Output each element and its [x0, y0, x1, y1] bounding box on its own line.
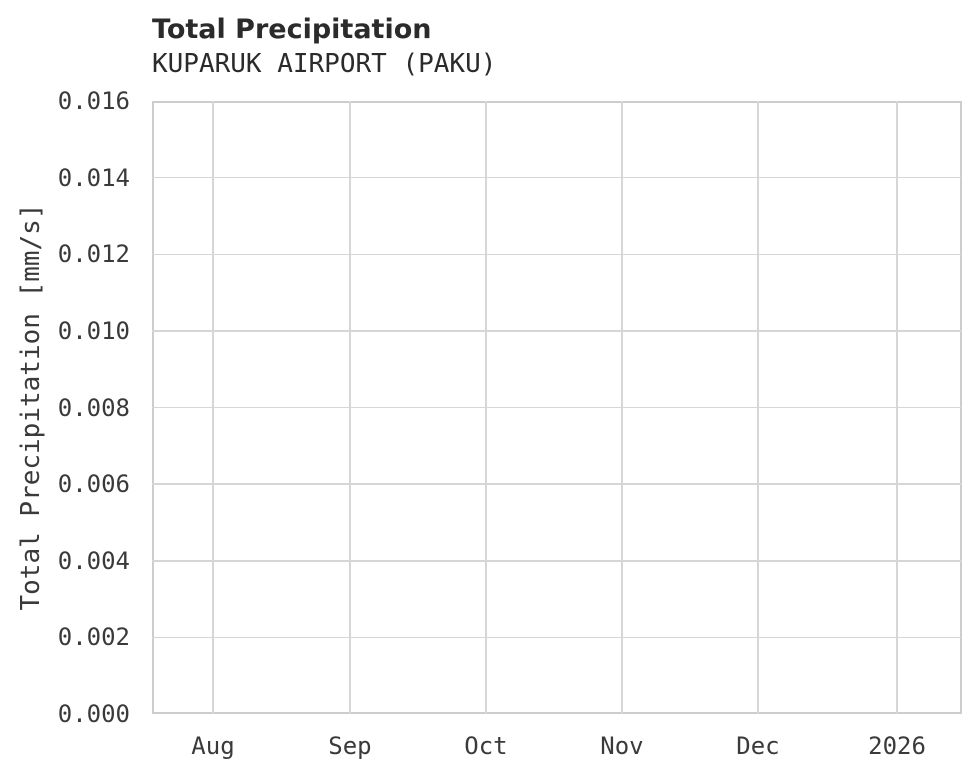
x-gridline	[349, 101, 351, 714]
y-tick-label: 0.002	[57, 623, 130, 652]
y-axis-label: Total Precipitation [mm/s]	[16, 203, 46, 611]
chart-subtitle: KUPARUK AIRPORT (PAKU)	[152, 49, 497, 79]
x-tick-label: Sep	[328, 732, 372, 760]
y-tick-label: 0.014	[57, 163, 130, 192]
y-gridline	[152, 483, 962, 485]
x-tick-label: Oct	[464, 732, 508, 760]
y-tick-label: 0.006	[57, 470, 130, 499]
y-gridline	[152, 406, 962, 409]
y-tick-label: 0.000	[57, 700, 130, 728]
y-gridline	[152, 636, 962, 639]
y-tick-label: 0.010	[57, 316, 130, 345]
chart-title: Total Precipitation	[152, 14, 432, 45]
x-gridline	[621, 101, 623, 714]
x-gridline	[896, 101, 898, 714]
y-tick-label: 0.012	[57, 240, 130, 269]
x-tick-label: Nov	[600, 732, 644, 760]
x-gridline	[485, 101, 487, 714]
y-gridline	[152, 560, 962, 562]
x-tick-label: 2026	[868, 732, 926, 760]
x-tick-label: Aug	[191, 732, 235, 760]
x-gridline	[212, 101, 214, 714]
y-tick-label: 0.004	[57, 546, 130, 575]
y-tick-label: 0.016	[57, 87, 130, 115]
y-gridline	[152, 253, 962, 255]
x-tick-label: Dec	[736, 732, 780, 760]
y-gridline	[152, 330, 962, 332]
x-gridline	[757, 101, 759, 714]
y-tick-label: 0.008	[57, 393, 130, 422]
y-gridline	[152, 176, 962, 179]
